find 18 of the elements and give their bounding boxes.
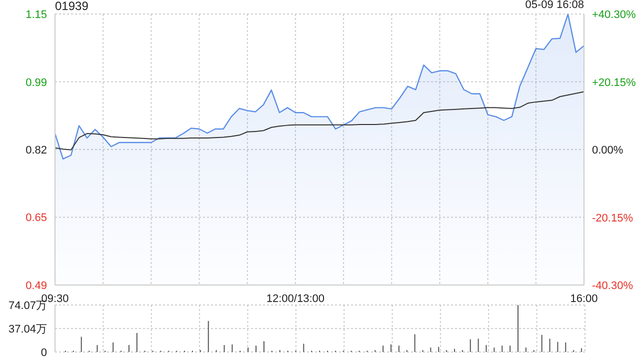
chart-title: 01939 [55,0,88,13]
y-tick-label: 0.82 [26,144,47,156]
y-tick-label: 0 [40,347,47,359]
y-tick-label: 0.65 [26,212,47,224]
y-tick-label: 37.04万 [8,323,47,336]
y2-tick-label: +40.30% [592,9,636,21]
x-tick-label: 16:00 [570,293,598,305]
y-tick-label: 0.49 [26,280,47,292]
y2-tick-label: -40.30% [592,280,634,292]
y-tick-label: 1.15 [26,9,47,21]
y2-tick-label: +20.15% [592,76,636,89]
x-tick-label: 12:00/13:00 [266,293,325,305]
y2-tick-label: 0.00% [592,144,624,156]
line-series [55,91,584,150]
y-tick-label: 74.07万 [8,300,47,312]
text: 05-09 16:08 [525,0,584,11]
y-tick-label: 0.99 [26,76,47,89]
y2-tick-label: -20.15% [592,212,634,224]
